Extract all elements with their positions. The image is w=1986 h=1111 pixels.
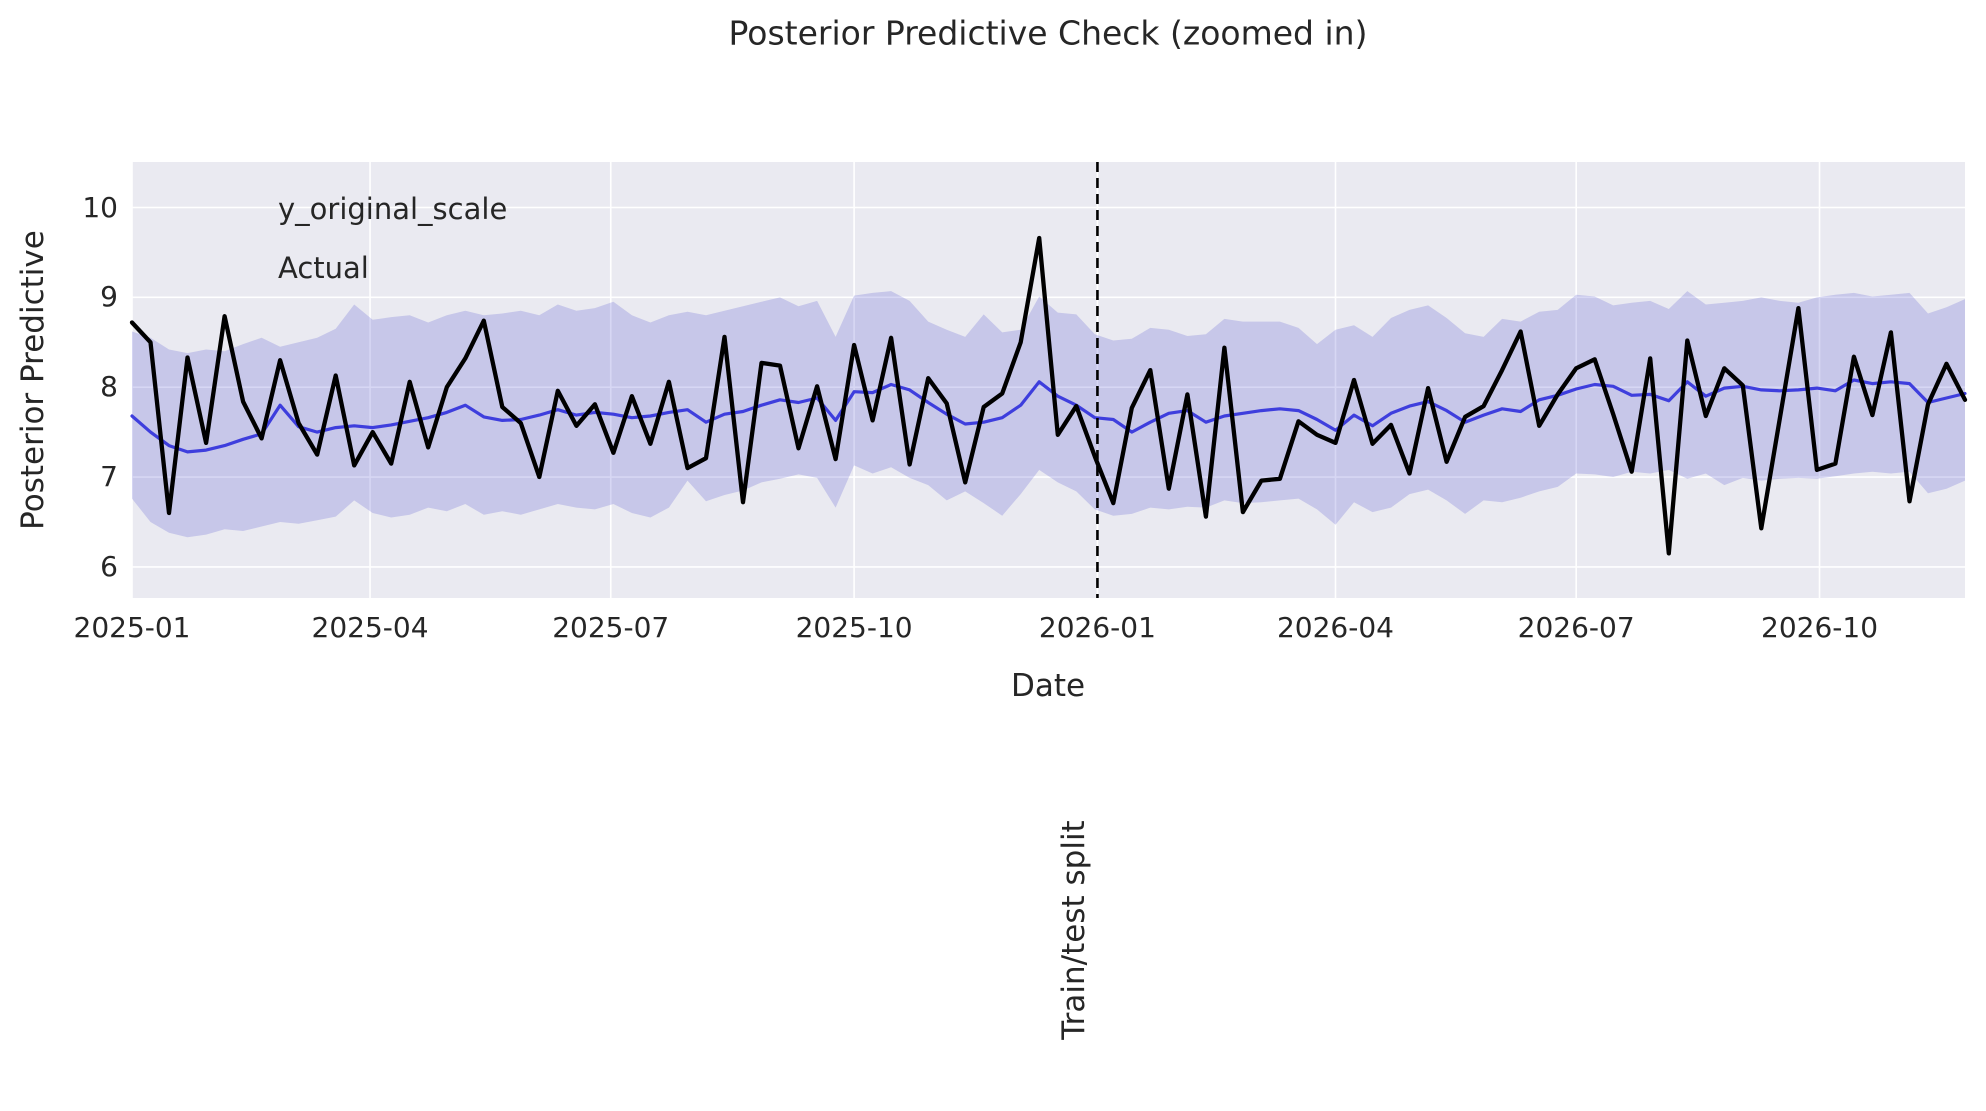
x-tick-label: 2025-07 (552, 611, 670, 644)
legend-item-predicted: y_original_scale (165, 194, 507, 224)
y-tick-label: 8 (100, 370, 118, 404)
train-test-split-label: Train/test split (1056, 820, 1092, 1040)
y-tick-label: 6 (100, 549, 118, 583)
uncertainty-band (132, 291, 1965, 538)
x-tick-label: 2026-07 (1517, 611, 1635, 644)
legend-label-predicted: y_original_scale (278, 192, 508, 226)
x-tick-label: 2025-04 (311, 611, 429, 644)
y-tick-label: 9 (100, 280, 118, 314)
x-tick-label: 2025-01 (73, 611, 191, 644)
actual-line-swatch (165, 266, 247, 271)
y-tick-label: 7 (100, 460, 118, 494)
predicted-line-swatch (165, 207, 247, 211)
axes-background (132, 162, 1965, 598)
x-tick-label: 2026-04 (1276, 611, 1394, 644)
legend-label-actual: Actual (278, 251, 369, 285)
x-axis-label: Date (1010, 668, 1086, 704)
chart-title: Posterior Predictive Check (zoomed in) (728, 13, 1368, 53)
x-tick-label: 2026-10 (1761, 611, 1879, 644)
actual-line (129, 235, 1968, 556)
legend: y_original_scale Actual (165, 194, 507, 312)
x-tick-label: 2026-01 (1038, 611, 1156, 644)
y-tick-label: 10 (82, 190, 118, 224)
legend-item-actual: Actual (165, 253, 507, 283)
x-tick-label: 2025-10 (795, 611, 913, 644)
